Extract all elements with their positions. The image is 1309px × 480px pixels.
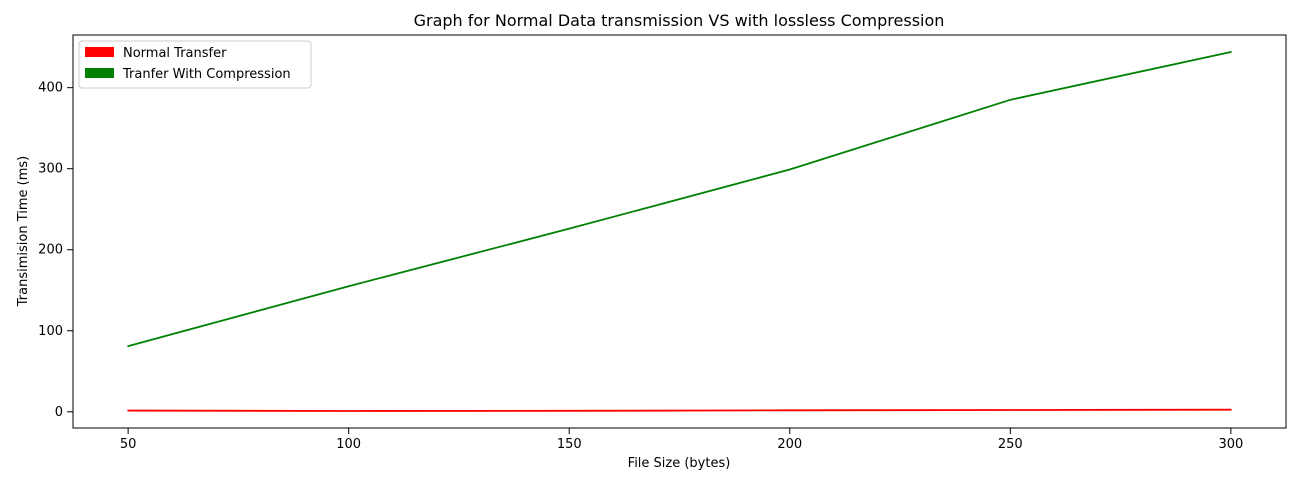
legend-box <box>78 40 312 89</box>
legend-normal-transfer: Normal Transfer <box>123 46 227 61</box>
series-lines <box>127 51 1232 412</box>
x-ticks: 50 100 150 200 250 300 <box>120 428 1243 452</box>
plot-frame <box>72 34 1287 429</box>
x-tick-label: 300 <box>1218 437 1243 452</box>
x-tick-label: 200 <box>777 437 802 452</box>
x-tick-label: 250 <box>998 437 1023 452</box>
y-tick-label: 200 <box>38 243 63 258</box>
y-tick-label: 100 <box>38 324 63 339</box>
legend: Normal Transfer Tranfer With Compression <box>78 40 312 89</box>
legend-compression-transfer: Tranfer With Compression <box>122 67 291 82</box>
legend-swatch <box>85 47 114 57</box>
y-tick-label: 0 <box>55 405 63 420</box>
legend-items: Normal Transfer Tranfer With Compression <box>85 46 291 82</box>
x-tick-label: 100 <box>336 437 361 452</box>
x-tick-label: 150 <box>557 437 582 452</box>
y-axis-label: Transimision Time (ms) <box>16 156 31 307</box>
chart-title: Graph for Normal Data transmission VS wi… <box>414 11 945 30</box>
y-tick-label: 300 <box>38 162 63 177</box>
y-ticks: 0 100 200 300 400 <box>38 81 73 420</box>
y-tick-label: 400 <box>38 81 63 96</box>
x-tick-label: 50 <box>120 437 137 452</box>
x-axis-label: File Size (bytes) <box>628 456 731 471</box>
axes-group <box>72 34 1287 429</box>
legend-swatch <box>85 68 114 78</box>
compression-transfer-line <box>127 51 1232 348</box>
normal-transfer-line <box>127 408 1232 412</box>
